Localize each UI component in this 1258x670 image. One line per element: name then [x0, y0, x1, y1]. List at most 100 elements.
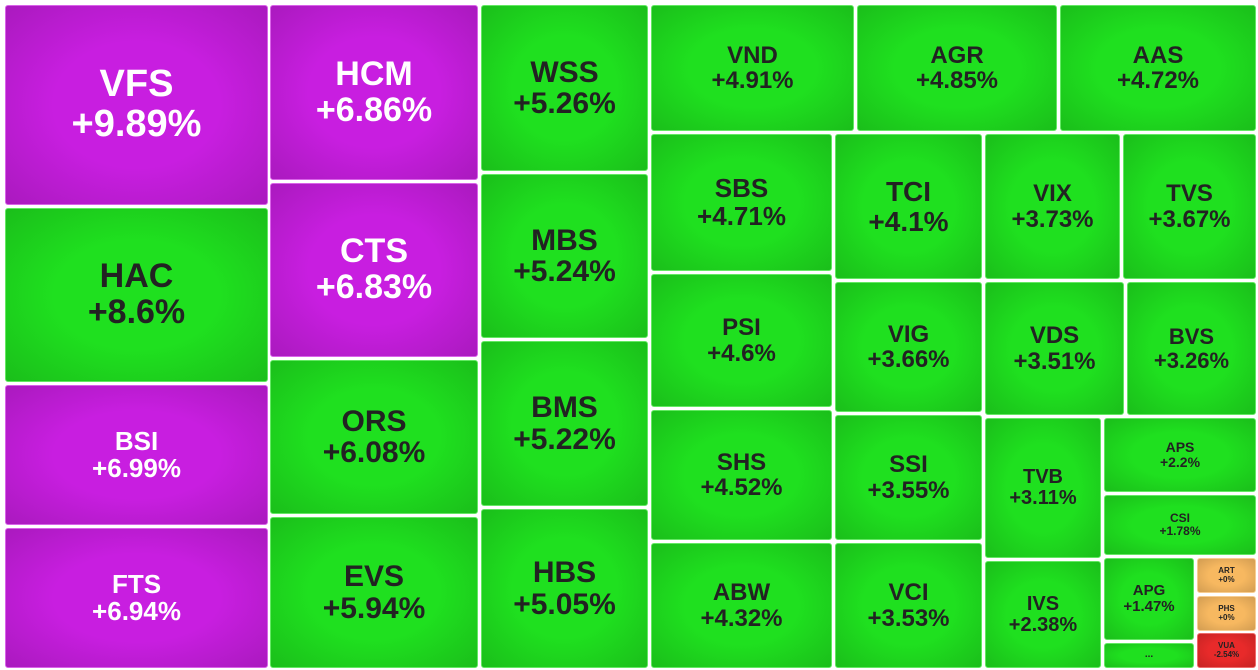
tile[interactable]: ...: [1104, 643, 1194, 668]
tile[interactable]: BVS +3.26%: [1127, 282, 1256, 415]
tile[interactable]: PHS +0%: [1197, 596, 1256, 631]
change: +3.26%: [1153, 347, 1230, 373]
change: +6.86%: [315, 90, 433, 129]
change: +3.73%: [1011, 205, 1094, 233]
ticker: IVS: [1026, 592, 1060, 615]
tile[interactable]: TCI +4.1%: [835, 134, 982, 279]
tile[interactable]: VIX +3.73%: [985, 134, 1120, 279]
ticker: AGR: [930, 41, 984, 69]
tile[interactable]: ART +0%: [1197, 558, 1256, 593]
change: +5.24%: [513, 255, 616, 288]
tile[interactable]: BMS +5.22%: [481, 341, 648, 506]
tile[interactable]: VIG +3.66%: [835, 282, 982, 412]
tile[interactable]: HAC +8.6%: [5, 208, 268, 382]
ticker: BMS: [531, 391, 598, 424]
change: +1.78%: [1159, 524, 1201, 538]
ticker: SBS: [714, 173, 769, 204]
tile[interactable]: VND +4.91%: [651, 5, 854, 131]
tile[interactable]: HCM +6.86%: [270, 5, 478, 180]
ticker: WSS: [530, 55, 599, 89]
change: +3.55%: [867, 476, 950, 504]
ticker: ABW: [712, 579, 771, 607]
ticker: AAS: [1132, 41, 1184, 69]
ticker: VIX: [1033, 180, 1072, 208]
tile[interactable]: EVS +5.94%: [270, 517, 478, 668]
change: +9.89%: [71, 103, 202, 145]
tile[interactable]: TVB +3.11%: [985, 418, 1101, 558]
tile[interactable]: APG +1.47%: [1104, 558, 1194, 640]
ticker: APS: [1165, 439, 1195, 456]
tile[interactable]: APS +2.2%: [1104, 418, 1256, 492]
tile[interactable]: TVS +3.67%: [1123, 134, 1256, 279]
tile[interactable]: PSI +4.6%: [651, 274, 832, 407]
tile[interactable]: VUA -2.54%: [1197, 633, 1256, 668]
change: +4.52%: [700, 474, 783, 501]
tile[interactable]: BSI +6.99%: [5, 385, 268, 525]
ticker: TCI: [885, 176, 932, 208]
ticker: TVB: [1023, 466, 1063, 488]
change: +6.99%: [92, 453, 181, 483]
tile[interactable]: ABW +4.32%: [651, 543, 832, 668]
tile[interactable]: VCI +3.53%: [835, 543, 982, 668]
tile[interactable]: VDS +3.51%: [985, 282, 1124, 415]
tile[interactable]: HBS +5.05%: [481, 509, 648, 668]
change: +2.2%: [1159, 454, 1201, 470]
tile[interactable]: SHS +4.52%: [651, 410, 832, 540]
ticker: VDS: [1029, 322, 1080, 350]
change: +4.71%: [697, 200, 786, 231]
change: +6.08%: [322, 436, 426, 469]
change: +2.38%: [1008, 613, 1078, 636]
ticker: BSI: [114, 425, 159, 456]
tile[interactable]: IVS +2.38%: [985, 561, 1101, 668]
change: +5.22%: [513, 422, 616, 456]
change: +3.11%: [1009, 487, 1077, 509]
ticker: VFS: [99, 63, 174, 106]
tile[interactable]: VFS +9.89%: [5, 5, 268, 205]
change: +0%: [1218, 574, 1235, 584]
tile[interactable]: ORS +6.08%: [270, 360, 478, 514]
change: +4.1%: [868, 205, 949, 237]
ticker: CTS: [340, 232, 408, 271]
change: +5.94%: [322, 591, 426, 625]
ticker: HAC: [99, 257, 174, 296]
tile[interactable]: SSI +3.55%: [835, 415, 982, 540]
change: +4.91%: [711, 67, 794, 94]
change: +4.32%: [700, 604, 783, 632]
change: +0%: [1218, 612, 1235, 622]
change: +3.67%: [1148, 205, 1231, 233]
change: +5.05%: [513, 587, 616, 621]
tile[interactable]: FTS +6.94%: [5, 528, 268, 668]
ticker: ...: [1144, 649, 1154, 661]
tile[interactable]: AAS +4.72%: [1060, 5, 1256, 131]
change: +4.6%: [707, 339, 776, 367]
ticker: VCI: [888, 579, 929, 607]
change: +5.26%: [513, 87, 616, 120]
ticker: PHS: [1218, 604, 1235, 614]
ticker: MBS: [531, 223, 598, 257]
ticker: VIG: [887, 320, 930, 348]
ticker: BVS: [1168, 324, 1215, 350]
change: +3.51%: [1013, 347, 1096, 375]
ticker: PSI: [722, 314, 761, 342]
change: +1.47%: [1123, 598, 1175, 615]
ticker: TVS: [1166, 180, 1213, 208]
change: +4.85%: [915, 67, 999, 94]
tile[interactable]: WSS +5.26%: [481, 5, 648, 171]
ticker: ORS: [341, 404, 407, 438]
tile[interactable]: MBS +5.24%: [481, 174, 648, 338]
tile[interactable]: CSI +1.78%: [1104, 495, 1256, 555]
tile[interactable]: AGR +4.85%: [857, 5, 1057, 131]
change: +6.83%: [315, 268, 433, 306]
tile[interactable]: CTS +6.83%: [270, 183, 478, 357]
ticker: ART: [1218, 566, 1235, 576]
change: +3.53%: [867, 604, 950, 632]
tile[interactable]: SBS +4.71%: [651, 134, 832, 271]
change: +4.72%: [1116, 67, 1200, 94]
change: +3.66%: [867, 346, 950, 373]
ticker: APG: [1132, 582, 1166, 600]
change: +8.6%: [87, 293, 186, 331]
ticker: VND: [727, 41, 778, 69]
change: +6.94%: [92, 596, 181, 626]
ticker: HCM: [335, 54, 413, 93]
